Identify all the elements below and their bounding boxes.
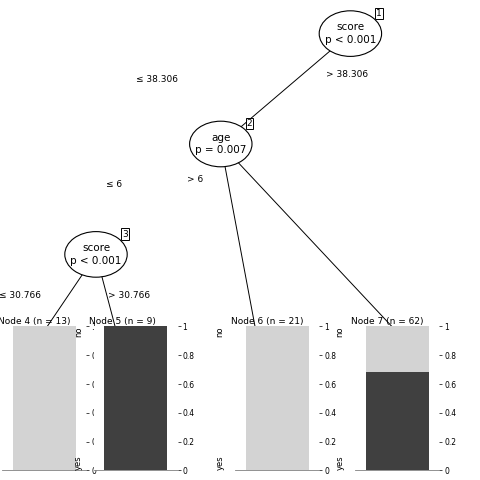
Text: ≤ 6: ≤ 6 <box>106 180 122 189</box>
Text: 1: 1 <box>376 9 382 18</box>
Text: > 30.766: > 30.766 <box>108 291 150 300</box>
Text: no: no <box>74 326 83 337</box>
Bar <box>366 372 429 470</box>
Text: yes: yes <box>216 456 225 470</box>
Text: ≤ 30.766: ≤ 30.766 <box>0 291 41 300</box>
Text: no: no <box>216 326 225 337</box>
Text: yes: yes <box>74 456 83 470</box>
Text: > 6: > 6 <box>187 176 204 184</box>
Text: no: no <box>336 326 345 337</box>
Text: yes: yes <box>336 456 345 470</box>
Text: 3: 3 <box>122 229 128 239</box>
Text: age
p = 0.007: age p = 0.007 <box>195 133 247 155</box>
Ellipse shape <box>65 232 127 277</box>
Text: 2: 2 <box>247 119 252 128</box>
Bar <box>246 326 309 470</box>
Text: ≤ 38.306: ≤ 38.306 <box>135 75 178 84</box>
Text: Node 4 (n = 13): Node 4 (n = 13) <box>0 317 71 325</box>
Bar <box>104 326 167 470</box>
Text: Node 5 (n = 9): Node 5 (n = 9) <box>89 317 156 325</box>
Bar <box>13 326 76 470</box>
Ellipse shape <box>319 11 382 56</box>
Text: Node 7 (n = 62): Node 7 (n = 62) <box>351 317 423 325</box>
Bar <box>366 326 429 372</box>
Text: score
p < 0.001: score p < 0.001 <box>70 243 122 265</box>
Ellipse shape <box>190 121 252 167</box>
Text: Node 6 (n = 21): Node 6 (n = 21) <box>231 317 303 325</box>
Text: score
p < 0.001: score p < 0.001 <box>324 23 376 45</box>
Text: > 38.306: > 38.306 <box>326 70 369 79</box>
